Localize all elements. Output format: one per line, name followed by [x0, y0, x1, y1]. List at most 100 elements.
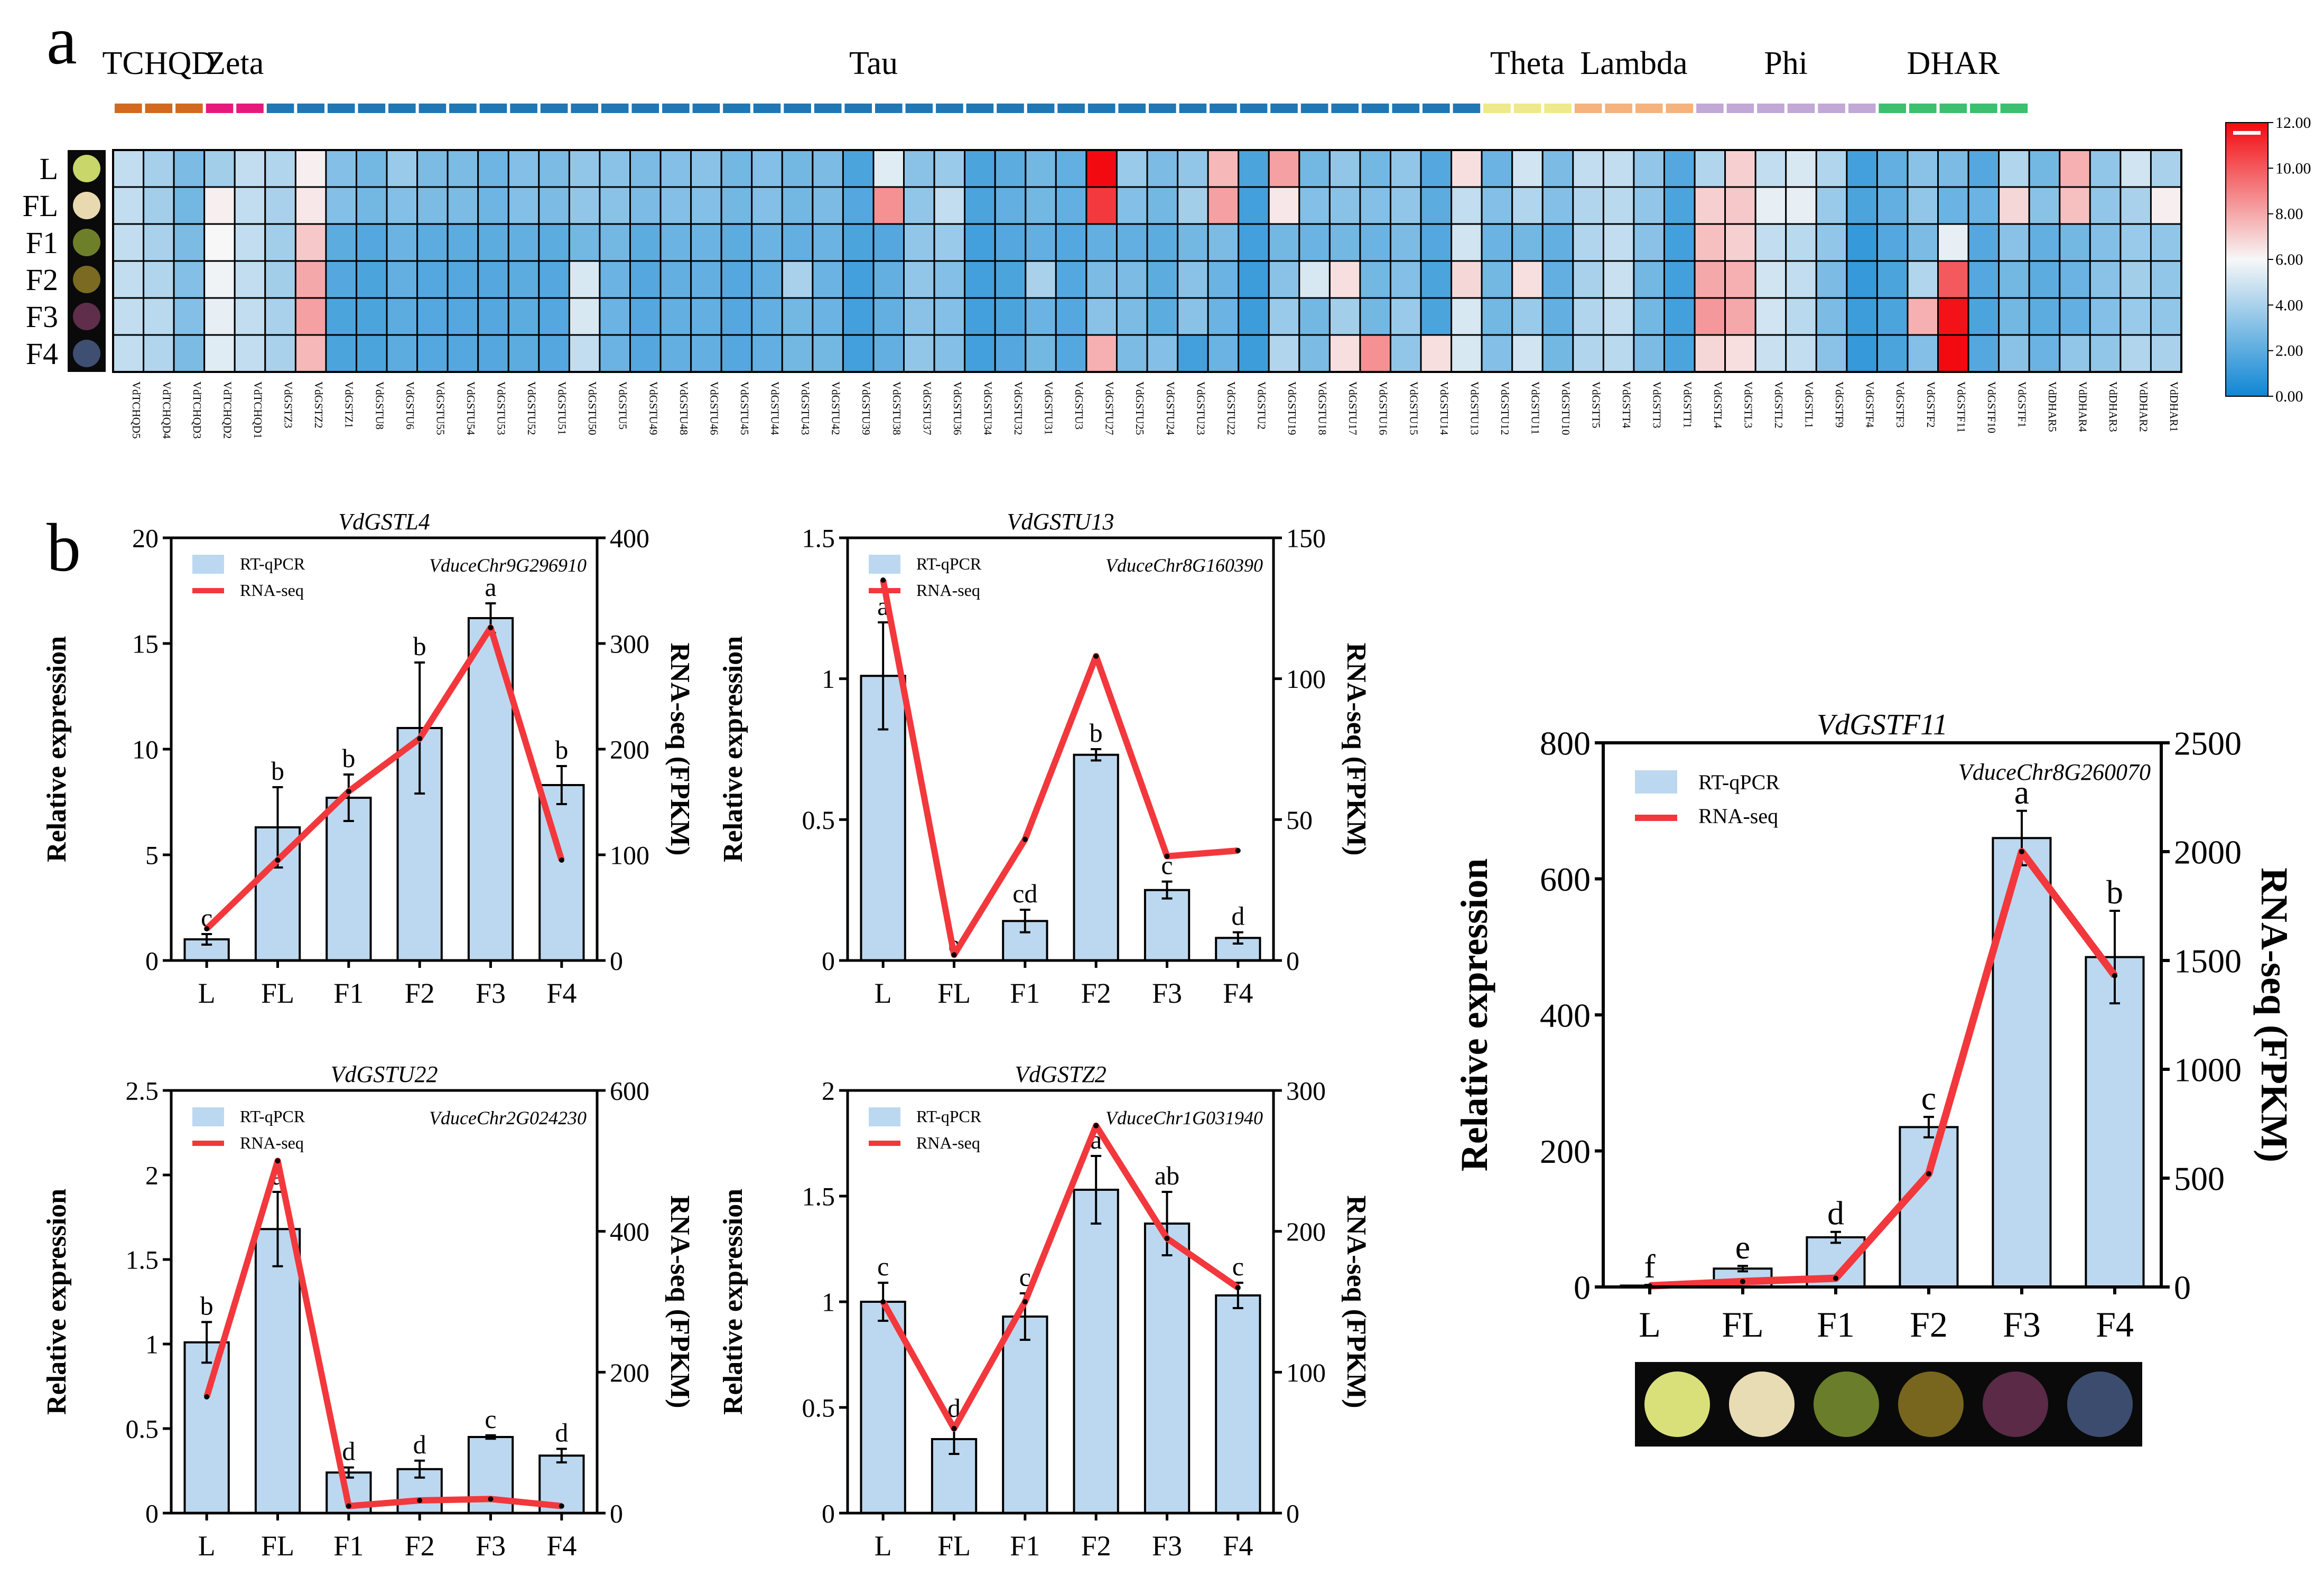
heatmap-cell [812, 149, 844, 188]
gene-label: VdGSTU37 [921, 381, 933, 435]
x-tick-label: F4 [2096, 1304, 2134, 1345]
family-label: Lambda [1580, 45, 1687, 81]
heatmap-cell [599, 149, 631, 188]
y2-tick-label: 2500 [2174, 724, 2242, 762]
heatmap-cell [1359, 260, 1391, 299]
heatmap-cell [599, 186, 631, 225]
heatmap-cell [1146, 149, 1179, 188]
family-segment [997, 104, 1024, 113]
heatmap-cell [1967, 149, 2000, 188]
bar [1073, 1189, 1119, 1514]
gene-label: VdGSTL1 [1803, 381, 1816, 428]
rna-seq-point [559, 857, 564, 863]
heatmap-cell [568, 186, 601, 225]
heatmap-cell [842, 149, 875, 188]
gene-label: VdGSTU16 [1377, 381, 1390, 435]
family-segment [266, 104, 294, 113]
sample-thumbnail-strip [68, 150, 106, 372]
family-segment [1300, 104, 1328, 113]
heatmap-cell [2120, 260, 2152, 299]
heatmap-cell [1724, 260, 1756, 299]
heatmap-cell [173, 260, 206, 299]
heatmap-cell [143, 186, 175, 225]
heatmap-cell [2028, 149, 2061, 188]
panel-label-a: a [47, 3, 77, 79]
heatmap-cell [842, 334, 875, 373]
significance-letter: b [555, 735, 568, 764]
rna-seq-point [488, 625, 494, 630]
y-tick-label: 0 [822, 1499, 835, 1528]
heatmap-cell [690, 186, 722, 225]
heatmap-cell [781, 223, 814, 262]
significance-letter: c [1921, 1079, 1936, 1117]
gene-label: VdGSTU6 [404, 381, 416, 430]
heatmap-cell [1998, 260, 2030, 299]
heatmap-cell [812, 334, 844, 373]
bar [1073, 753, 1119, 962]
family-segment [358, 104, 386, 113]
heatmap-cell [1207, 223, 1240, 262]
y2-tick-label: 200 [610, 735, 649, 764]
sample-image [2067, 1372, 2133, 1437]
x-tick-label: L [198, 977, 216, 1009]
heatmap-cell [1451, 260, 1483, 299]
heatmap-cell [568, 297, 601, 336]
significance-letter: c [1232, 1252, 1244, 1281]
family-segment [1057, 104, 1085, 113]
y-tick-label: 0 [145, 946, 159, 976]
heatmap-cell [781, 260, 814, 299]
rna-seq-point [1926, 1171, 1931, 1177]
bar [2085, 956, 2145, 1288]
heatmap-cell [2028, 297, 2061, 336]
heatmap-cell [1998, 334, 2030, 373]
heatmap-cell [325, 223, 358, 262]
heatmap-cell [143, 149, 175, 188]
heatmap-cell [568, 260, 601, 299]
heatmap-cell [1481, 334, 1513, 373]
family-label: DHAR [1907, 45, 2000, 81]
heatmap-cell [234, 186, 266, 225]
gene-label: VdGSTF11 [1955, 381, 1967, 433]
heatmap-cell [842, 223, 875, 262]
heatmap-cell [173, 334, 206, 373]
family-segment [1240, 104, 1268, 113]
y-tick-label: 400 [1540, 996, 1591, 1034]
x-tick-label: F1 [1010, 977, 1040, 1009]
heatmap-cell [1298, 334, 1331, 373]
x-tick-label: L [875, 1530, 892, 1562]
family-segment [1331, 104, 1359, 113]
bar [254, 1228, 301, 1514]
row-label: F3 [26, 300, 58, 334]
heatmap-cell [1177, 334, 1209, 373]
gene-label: VdGSTU45 [738, 381, 751, 435]
rna-seq-point [951, 952, 957, 958]
heatmap-cell [1420, 149, 1453, 188]
family-segment [1757, 104, 1784, 113]
heatmap-cell [416, 260, 449, 299]
heatmap-cell [690, 223, 722, 262]
heatmap-cell [1876, 260, 1909, 299]
heatmap-cell [1967, 334, 2000, 373]
heatmap-cell [2089, 260, 2122, 299]
heatmap-cell [1025, 297, 1057, 336]
sample-thumbnail [73, 303, 100, 330]
family-segment [1027, 104, 1055, 113]
rna-seq-line [203, 1158, 562, 1509]
heatmap-cell [507, 186, 540, 225]
family-segment [1392, 104, 1420, 113]
heatmap-cell [1268, 223, 1300, 262]
chart-title: VdGSTF11 [1817, 708, 1948, 741]
y-axis-label: Relative expression [1453, 859, 1495, 1172]
colorbar-tick-label: 4.00 [2275, 296, 2303, 314]
heatmap-cell [2150, 149, 2182, 188]
gene-label: VdGSTL3 [1742, 381, 1754, 428]
x-tick-label: L [1639, 1304, 1661, 1345]
y2-tick-label: 300 [610, 629, 649, 659]
heatmap-cell [1541, 334, 1574, 373]
significance-letter: c [485, 1404, 496, 1434]
heatmap-cell [903, 297, 935, 336]
heatmap-cell [1328, 297, 1361, 336]
significance-letter: a [2014, 773, 2029, 811]
heatmap-cell [933, 223, 966, 262]
family-segment [1848, 104, 1876, 113]
